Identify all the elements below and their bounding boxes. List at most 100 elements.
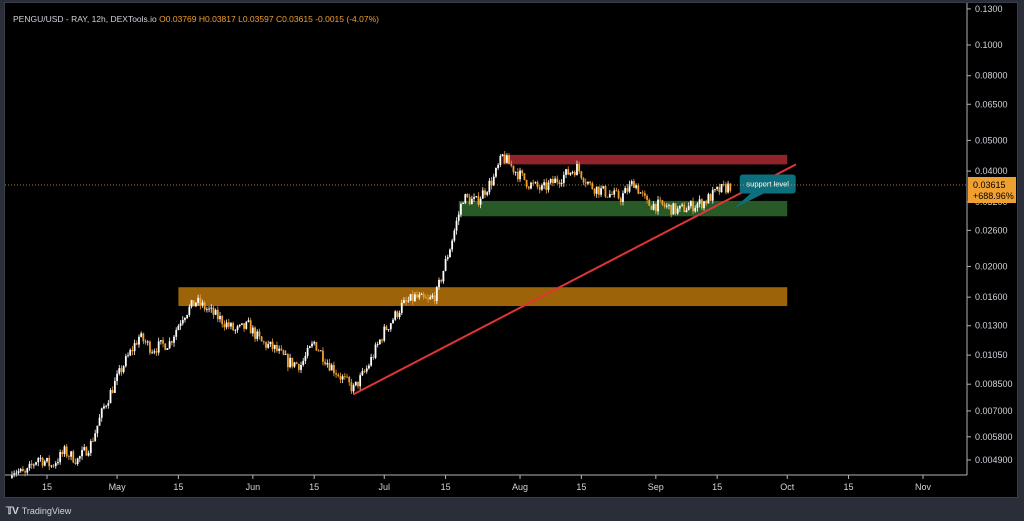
candle-body	[271, 341, 274, 349]
x-tick-label: Nov	[915, 482, 932, 492]
candle-body	[657, 199, 659, 212]
candle-body	[337, 374, 340, 377]
candle-body	[322, 350, 324, 362]
candle-body	[576, 164, 578, 176]
candle-body	[48, 457, 51, 467]
candle-body	[354, 381, 357, 386]
candle-body	[234, 330, 237, 331]
candle-body	[398, 312, 401, 318]
candle-body	[265, 342, 267, 348]
candle-body	[131, 350, 134, 352]
candle-body	[387, 329, 390, 331]
candle-body	[385, 326, 388, 330]
candle-body	[278, 348, 281, 351]
candle-body	[319, 350, 322, 352]
candle-body	[549, 178, 552, 183]
candle-body	[604, 186, 607, 197]
candle-body	[83, 447, 86, 451]
candle-body	[438, 279, 440, 288]
candle-body	[530, 182, 532, 189]
candle-body	[536, 182, 539, 187]
candle-body	[41, 457, 44, 466]
candle-body	[241, 323, 243, 325]
candle-body	[427, 298, 429, 300]
candle-body	[111, 390, 114, 393]
candle-body	[339, 376, 342, 380]
y-tick-label: 0.01300	[975, 321, 1008, 331]
chart-panel[interactable]: support level 15 May 15 Jun 15 Jul 15 Aug 15 Sep 1…	[4, 2, 1018, 498]
candle-body	[679, 205, 681, 209]
candle-body	[718, 186, 721, 193]
x-tick-label: 15	[309, 482, 319, 492]
candle-body	[230, 323, 232, 327]
candle-body	[429, 297, 432, 300]
candle-body	[350, 382, 353, 392]
candle-body	[168, 341, 171, 349]
candle-body	[70, 451, 72, 457]
candle-body	[595, 186, 598, 194]
candle-body	[711, 189, 714, 201]
candle-body	[153, 351, 156, 353]
candle-body	[661, 200, 664, 205]
candle-body	[372, 356, 375, 358]
candle-body	[46, 457, 48, 462]
candle-body	[236, 326, 239, 331]
x-tick-label: 15	[441, 482, 451, 492]
candle-body	[295, 362, 298, 364]
candle-body	[624, 188, 627, 194]
candle-body	[378, 339, 381, 345]
support-level-callout	[739, 174, 796, 194]
candle-body	[13, 473, 16, 476]
candle-body	[670, 204, 673, 215]
candle-body	[460, 204, 462, 215]
candle-body	[554, 178, 556, 184]
x-tick-label: May	[109, 482, 127, 492]
candle-body	[129, 350, 132, 356]
candle-body	[11, 475, 13, 478]
tradingview-footer: 𝕋V TradingView	[6, 503, 71, 519]
tradingview-logo-icon: 𝕋V	[6, 505, 19, 517]
candle-body	[565, 169, 567, 175]
candle-body	[449, 249, 451, 258]
candle-body	[227, 322, 230, 327]
candle-body	[394, 311, 397, 320]
x-tick-label: Jun	[246, 482, 261, 492]
candle-body	[422, 293, 425, 298]
candle-body	[424, 297, 427, 299]
candle-body	[545, 182, 548, 190]
candle-body	[407, 300, 410, 302]
candle-body	[146, 341, 149, 343]
candle-body	[525, 179, 528, 187]
candle-body	[527, 186, 530, 189]
candle-body	[254, 327, 256, 339]
candle-body	[103, 406, 105, 409]
candle-body	[532, 182, 535, 184]
candle-body	[297, 363, 300, 370]
candle-body	[190, 300, 193, 307]
candle-body	[370, 356, 373, 366]
candle-body	[188, 306, 191, 316]
candle-body	[700, 199, 703, 209]
candle-body	[694, 207, 697, 212]
candle-body	[720, 184, 723, 193]
candle-body	[411, 294, 414, 302]
candle-body	[214, 309, 217, 315]
candle-body	[558, 182, 561, 185]
price-chart[interactable]: support level 15 May 15 Jun 15 Jul 15 Aug 15 Sep 1…	[5, 3, 1017, 497]
candle-body	[584, 182, 587, 184]
candle-body	[633, 181, 635, 188]
x-tick-label: 15	[844, 482, 854, 492]
candle-body	[85, 447, 88, 456]
candle-body	[361, 371, 364, 376]
candle-body	[484, 190, 486, 195]
x-tick-label: 15	[576, 482, 586, 492]
candle-body	[600, 188, 602, 195]
y-tick-label: 0.01050	[975, 350, 1008, 360]
candle-body	[184, 317, 186, 320]
candle-body	[127, 355, 129, 357]
candle-body	[208, 308, 210, 310]
y-tick-label: 0.008500	[975, 379, 1013, 389]
y-tick-label: 0.08000	[975, 71, 1008, 81]
candle-body	[608, 194, 611, 198]
candle-body	[556, 178, 559, 183]
